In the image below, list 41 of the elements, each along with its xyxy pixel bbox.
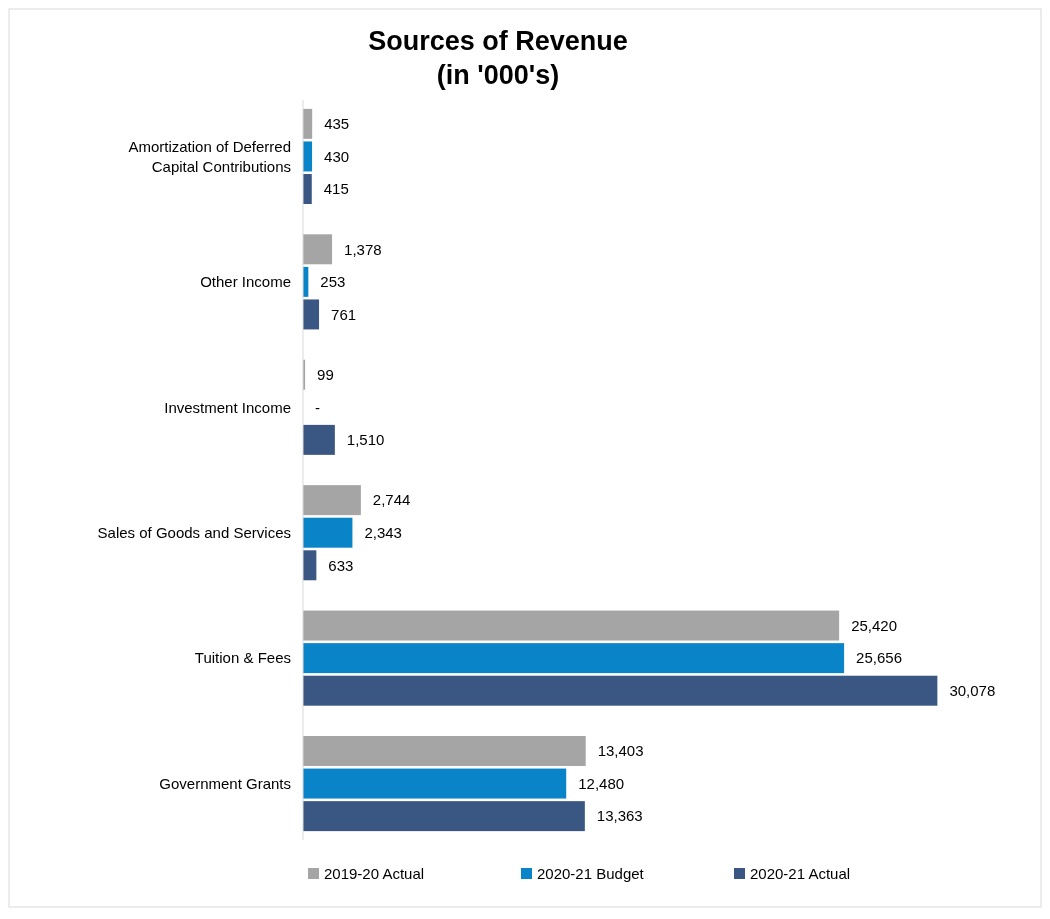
data-label: 13,363 (596, 807, 643, 825)
y-tick-label: Amortization of Deferred Capital Contributions (128, 137, 291, 175)
y-tick-label: Investment Income (164, 398, 291, 416)
data-label: 430 (324, 147, 350, 165)
bar (303, 299, 320, 330)
data-label: 25,656 (856, 649, 902, 667)
data-label: 253 (320, 273, 346, 291)
data-label: 435 (324, 115, 350, 133)
legend-label: 2019-20 Actual (324, 865, 425, 883)
bar (303, 768, 567, 799)
y-tick-label: Sales of Goods and Services (97, 523, 291, 541)
legend-label: 2020-21 Budget (537, 865, 645, 883)
data-label: 25,420 (851, 616, 898, 634)
bar (303, 643, 845, 674)
bar (303, 424, 335, 455)
data-label: 2,343 (364, 523, 402, 541)
bar (303, 610, 840, 641)
y-tick-label: Other Income (200, 273, 291, 291)
bar (303, 517, 353, 548)
data-label: 1,510 (346, 431, 385, 449)
chart-title: Sources of Revenue (in '000's) (368, 26, 628, 90)
bar (303, 485, 361, 516)
data-label: 1,378 (344, 240, 382, 258)
data-label: 2,744 (372, 491, 411, 509)
data-label: 761 (331, 305, 357, 323)
bar (303, 550, 317, 581)
data-label: 30,078 (949, 681, 996, 699)
bar (303, 675, 938, 706)
y-tick-label: Tuition & Fees (194, 649, 291, 667)
data-label: 99 (317, 365, 334, 383)
data-label: 12,480 (578, 774, 625, 792)
bar (303, 801, 585, 832)
bar (303, 234, 333, 265)
legend-label: 2020-21 Actual (750, 865, 851, 883)
data-label: 633 (328, 556, 354, 574)
data-label: 415 (323, 180, 349, 198)
data-label: - (315, 398, 320, 416)
bar (303, 174, 312, 204)
data-label: 13,403 (597, 742, 644, 760)
bar (303, 736, 586, 766)
y-tick-label: Government Grants (159, 774, 291, 792)
